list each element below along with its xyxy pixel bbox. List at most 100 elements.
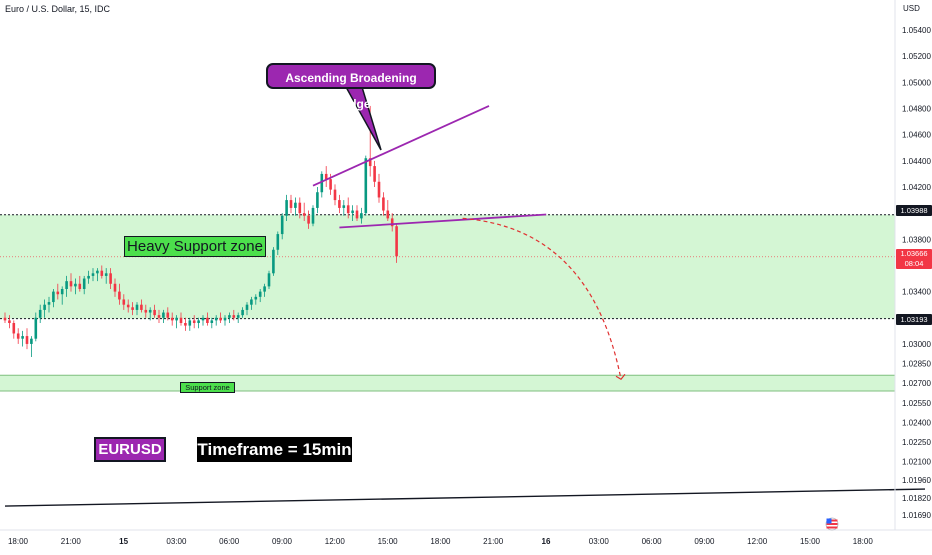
current-price-value: 1.03666 — [900, 249, 928, 258]
time-axis[interactable]: 18:00 21:00 15 03:00 06:00 09:00 12:00 15:00 18:… — [8, 537, 873, 546]
wedge-line-0 — [312, 105, 490, 187]
candle-body — [320, 173, 324, 193]
candle — [91, 268, 95, 282]
candle-body — [364, 158, 368, 214]
candle — [311, 205, 315, 227]
us-flag-icon[interactable] — [825, 517, 839, 531]
zone-bottom-price-tag: 1.03193 — [896, 314, 932, 325]
candle-body — [69, 281, 73, 287]
candle — [272, 247, 275, 276]
currency-label: USD — [903, 4, 920, 13]
candle — [386, 200, 390, 221]
candle-body — [382, 197, 385, 211]
candle-body — [74, 283, 77, 287]
candle — [140, 299, 143, 313]
candle — [201, 315, 205, 326]
candle-body — [43, 304, 46, 310]
time-tick-label: 09:00 — [694, 537, 715, 546]
timeframe-box[interactable]: Timeframe = 15min — [197, 437, 352, 462]
candle-body — [285, 200, 288, 216]
candle-body — [113, 283, 117, 292]
price-tick-label: 1.02550 — [902, 399, 931, 408]
candle-body — [386, 210, 390, 219]
candle-body — [245, 304, 249, 310]
time-tick-label: 18:00 — [853, 537, 874, 546]
price-tick-label: 1.01690 — [902, 511, 931, 520]
pattern-callout[interactable]: Ascending Broadening Wedge — [266, 63, 436, 111]
time-tick-label: 06:00 — [219, 537, 240, 546]
price-tick-label: 1.04200 — [902, 183, 931, 192]
candle — [135, 302, 139, 316]
price-axis[interactable]: 1.05400 1.05200 1.05000 1.04800 1.04600 1.044… — [902, 26, 931, 520]
candle — [104, 268, 108, 284]
time-tick-label: 12:00 — [747, 537, 768, 546]
candle-body — [206, 317, 209, 323]
candle-body — [197, 320, 200, 323]
candle — [184, 317, 187, 331]
candle-body — [188, 320, 192, 326]
candle-body — [148, 309, 152, 313]
candle — [377, 173, 381, 203]
candle — [236, 312, 240, 323]
price-tick-label: 1.03400 — [902, 288, 931, 297]
symbol-box[interactable]: EURUSD — [94, 437, 166, 462]
candle — [122, 294, 126, 310]
candle-body — [368, 158, 372, 167]
candle-body — [298, 202, 302, 214]
candle-body — [280, 215, 284, 235]
candle-body — [38, 309, 42, 318]
candle — [302, 202, 306, 221]
candle — [118, 283, 121, 305]
time-tick-label: 03:00 — [589, 537, 610, 546]
heavy-support-zone-label[interactable]: Heavy Support zone — [124, 236, 266, 257]
candle-body — [214, 317, 218, 321]
candle — [8, 315, 11, 329]
support-zone-label[interactable]: Support zone — [180, 382, 235, 393]
candle — [21, 330, 24, 347]
candle-body — [109, 273, 112, 284]
candle-body — [267, 273, 271, 287]
candle — [338, 194, 341, 214]
candle-body — [78, 283, 82, 289]
candle — [206, 312, 209, 326]
time-tick-label: 15:00 — [378, 537, 399, 546]
candle-body — [30, 338, 33, 344]
candle-body — [126, 304, 130, 308]
candle — [113, 278, 117, 297]
candle-body — [390, 218, 394, 227]
candle-body — [258, 291, 262, 297]
symbol-title[interactable]: Euro / U.S. Dollar, 15, IDC — [5, 4, 111, 14]
candle — [188, 317, 192, 331]
candle-body — [34, 317, 38, 339]
candle-body — [16, 333, 20, 339]
candle-body — [135, 304, 139, 310]
candle-body — [122, 299, 126, 305]
bar-countdown: 08:04 — [904, 259, 924, 268]
candle — [69, 273, 73, 292]
candle — [219, 312, 222, 323]
time-tick-label: 06:00 — [642, 537, 663, 546]
candle-body — [338, 200, 341, 208]
candle — [131, 302, 134, 316]
candle — [100, 265, 104, 279]
candle-body — [395, 226, 398, 257]
candle-body — [131, 307, 134, 310]
candle — [390, 213, 394, 232]
price-tick-label: 1.02400 — [902, 418, 931, 427]
price-tick-label: 1.01960 — [902, 476, 931, 485]
candle-body — [254, 296, 258, 300]
lines-layer — [0, 256, 926, 507]
candle — [192, 315, 196, 329]
candle-body — [175, 317, 178, 321]
candle-body — [47, 302, 51, 305]
price-tick-label: 1.04400 — [902, 157, 931, 166]
candle-body — [56, 291, 60, 295]
candle — [263, 283, 266, 297]
candle-body — [201, 317, 205, 321]
time-tick-label: 18:00 — [8, 537, 29, 546]
candle — [153, 304, 156, 318]
candle — [294, 197, 297, 216]
candle — [342, 200, 346, 216]
